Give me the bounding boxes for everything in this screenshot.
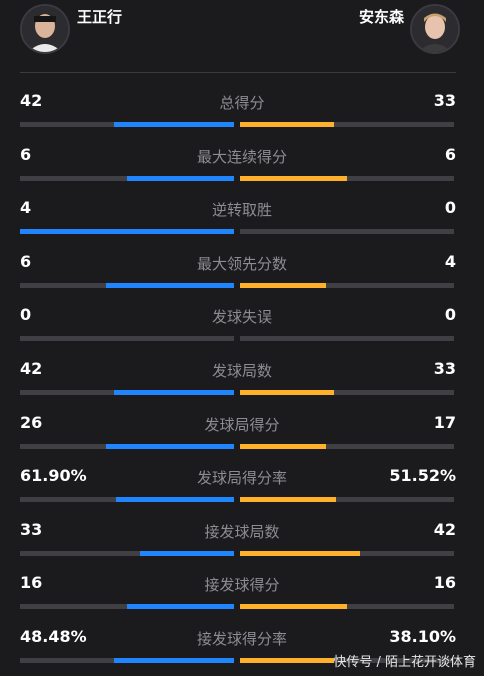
stat-left-bar-track	[20, 229, 234, 235]
stat-row: 6 最大领先分数 4	[0, 247, 484, 301]
stat-right-value: 0	[444, 198, 456, 218]
stat-left-bar-track	[20, 604, 234, 610]
stat-row: 6 最大连续得分 6	[0, 140, 484, 194]
stat-left-bar-track	[20, 282, 234, 288]
stat-left-value: 33	[20, 519, 43, 539]
stat-left-value: 42	[20, 358, 43, 378]
stat-left-value: 61.90%	[20, 466, 87, 486]
stat-left-value: 26	[20, 412, 43, 432]
stat-left-bar-track	[20, 443, 234, 449]
stat-label: 接发球得分率	[196, 629, 287, 648]
stat-right-value: 42	[433, 519, 456, 539]
stat-left-bar-track	[20, 336, 234, 342]
stat-left-value: 6	[20, 251, 32, 271]
header-divider	[20, 72, 456, 73]
stat-label: 总得分	[219, 94, 265, 112]
stat-right-value: 17	[433, 412, 456, 432]
stat-left-bar-track	[20, 389, 234, 395]
stat-right-bar-track	[240, 282, 454, 288]
stat-left-bar-fill	[127, 604, 234, 610]
stat-label: 发球局数	[211, 361, 272, 380]
stat-right-bar-track	[240, 657, 454, 663]
stat-right-bar-track	[240, 122, 454, 127]
stat-left-value: 6	[20, 144, 32, 164]
stat-label: 最大领先分数	[196, 254, 287, 273]
stat-right-bar-fill	[240, 282, 326, 288]
stat-right-bar-track	[240, 336, 454, 342]
stat-label: 最大连续得分	[196, 147, 287, 166]
stat-left-bar-track	[20, 497, 234, 503]
stat-right-bar-fill	[240, 175, 347, 181]
stat-right-bar-track	[240, 604, 454, 610]
stat-label: 接发球局数	[204, 522, 280, 541]
stat-right-bar-fill	[240, 604, 347, 610]
stat-label: 发球局得分率	[196, 469, 287, 488]
stat-row: 0 发球失误 0	[0, 300, 484, 354]
stat-right-value: 16	[433, 573, 456, 593]
stat-label: 接发球得分	[204, 576, 280, 595]
stat-right-value: 51.52%	[389, 466, 456, 486]
stat-row: 42 发球局数 33	[0, 354, 484, 408]
stat-left-bar-track	[20, 657, 234, 663]
stat-label: 发球局得分	[204, 415, 280, 434]
stat-right-bar-fill	[240, 122, 335, 127]
stat-left-bar-fill	[114, 657, 234, 663]
stat-row: 33 接发球局数 42	[0, 515, 484, 569]
stat-row: 26 发球局得分 17	[0, 408, 484, 462]
stat-right-bar-track	[240, 443, 454, 449]
stat-right-value: 33	[433, 358, 456, 378]
stat-label: 逆转取胜	[211, 201, 272, 220]
stat-right-bar-track	[240, 229, 454, 235]
stat-left-bar-fill	[114, 389, 234, 395]
stat-right-value: 33	[433, 91, 456, 110]
player-right-name: 安东森	[358, 8, 404, 26]
stat-left-value: 48.48%	[20, 626, 87, 646]
stat-right-value: 0	[444, 305, 456, 325]
stat-right-value: 4	[444, 251, 456, 271]
stat-label: 发球失误	[211, 308, 272, 327]
stat-left-bar-track	[20, 550, 234, 556]
stat-left-bar-track	[20, 175, 234, 181]
stats-list: 42 总得分 33 6 最大连续得分 6 4 逆转取胜 0 6 最大领先分数 4 0 发球失误 0 42 发球局…	[0, 86, 484, 676]
stat-row: 48.48% 接发球得分率 38.10%	[0, 622, 484, 676]
stat-left-value: 4	[20, 198, 32, 218]
stat-right-bar-track	[240, 389, 454, 395]
stat-right-bar-fill	[240, 443, 326, 449]
watermark-text: 快传号 / 陌上花开谈体育	[333, 655, 476, 670]
stat-right-bar-fill	[240, 389, 335, 395]
stat-row: 42 总得分 33	[0, 86, 484, 140]
stat-row: 61.90% 发球局得分率 51.52%	[0, 461, 484, 515]
stat-left-value: 42	[20, 91, 43, 110]
player-right-avatar[interactable]	[410, 4, 460, 54]
player-left-avatar[interactable]	[20, 4, 70, 54]
stat-left-bar-fill	[105, 282, 234, 288]
match-header: 王正行 安东森	[0, 0, 484, 60]
player-left-photo-icon	[22, 6, 68, 52]
stat-right-value: 38.10%	[389, 626, 456, 646]
stat-left-bar-fill	[116, 497, 234, 503]
stat-right-bar-fill	[240, 550, 360, 556]
stat-row: 16 接发球得分 16	[0, 568, 484, 622]
stat-right-bar-fill	[240, 657, 335, 663]
stat-right-bar-track	[240, 175, 454, 181]
stat-left-bar-fill	[139, 550, 234, 556]
stat-left-bar-fill	[20, 229, 234, 235]
player-left-name: 王正行	[77, 8, 123, 26]
player-right-photo-icon	[412, 6, 458, 52]
stat-left-bar-fill	[114, 122, 234, 127]
stat-left-bar-track	[20, 122, 234, 127]
stat-left-value: 16	[20, 573, 43, 593]
stat-right-bar-track	[240, 550, 454, 556]
stat-row: 4 逆转取胜 0	[0, 193, 484, 247]
stat-right-bar-fill	[240, 497, 337, 503]
stat-left-value: 0	[20, 305, 32, 325]
stat-right-bar-track	[240, 497, 454, 503]
stat-left-bar-fill	[105, 443, 234, 449]
stat-right-value: 6	[444, 144, 456, 164]
stat-left-bar-fill	[127, 175, 234, 181]
